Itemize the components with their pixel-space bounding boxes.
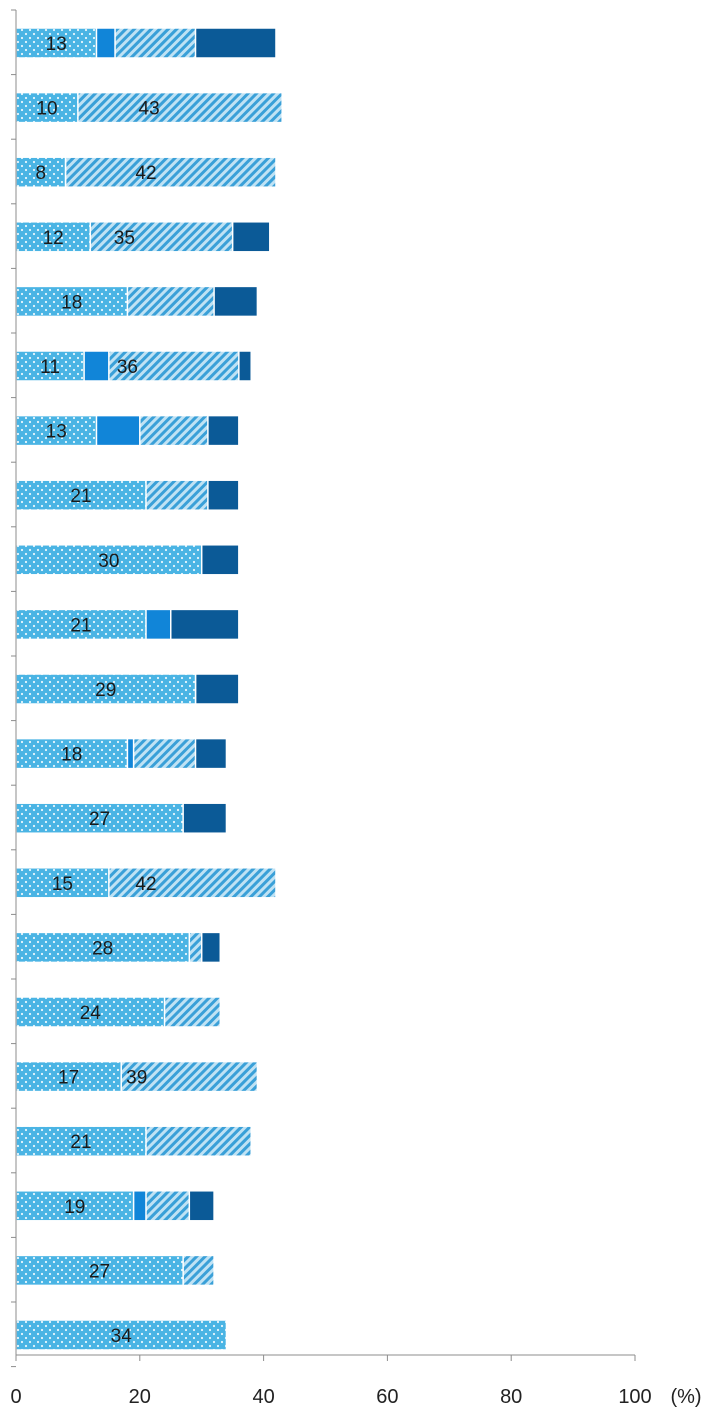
bar-segment-row18-series4 [15, 1125, 147, 1157]
bar-value-label-row7-series4: 13 [46, 422, 67, 443]
bar-segment-row21-series4 [15, 1319, 228, 1351]
bar-value-label-row4-series4: 12 [43, 228, 64, 249]
bar-value-label-row4-series2: 35 [114, 228, 135, 249]
x-axis-unit-label: (%) [670, 1386, 701, 1408]
bar-segment-row17-series4 [15, 1060, 122, 1093]
bar-value-label-row17-series4: 17 [58, 1068, 79, 1089]
x-tick-label-80: 80 [500, 1386, 522, 1408]
x-tick-label-40: 40 [252, 1386, 274, 1408]
x-axis-ticks: 0 20 40 60 80 100 [10, 1386, 651, 1408]
bar-segment-row10-series4 [15, 608, 147, 641]
x-tick-label-20: 20 [129, 1386, 151, 1408]
bar-segment-row1-series4 [15, 27, 98, 59]
bar-value-label-row3-series4: 8 [35, 163, 46, 184]
bar-value-label-row1-series4: 13 [46, 34, 67, 55]
bar-value-label-row16-series4: 24 [80, 1003, 102, 1024]
axes [11, 9, 636, 1368]
bar-segment-row19-series4 [15, 1190, 135, 1222]
bar-value-label-row13-series4: 27 [89, 809, 110, 830]
bar-value-label-row14-series2: 42 [135, 874, 156, 895]
bar-value-label-row5-series4: 18 [61, 292, 82, 313]
bar-segment-row15-series4 [15, 931, 191, 964]
x-tick-label-60: 60 [376, 1386, 398, 1408]
x-tick-label-0: 0 [10, 1386, 21, 1408]
bar-segment-row11-series4 [15, 673, 197, 705]
x-tick-label-100: 100 [618, 1386, 651, 1408]
bar-value-label-row20-series4: 27 [89, 1261, 110, 1282]
bar-value-label-row18-series4: 21 [70, 1132, 91, 1153]
bar-segment-row8-series4 [15, 479, 147, 511]
bar-value-label-row11-series4: 29 [95, 680, 116, 701]
bar-value-label-row21-series4: 34 [111, 1326, 133, 1347]
bar-segment-row20-series4 [15, 1254, 184, 1287]
bar-value-label-row8-series4: 21 [70, 486, 91, 507]
bar-rows: 4229161342435104242884135121239321118383… [15, 27, 283, 1351]
bar-value-label-row14-series4: 15 [52, 874, 73, 895]
bar-segment-row2-series4 [15, 91, 79, 124]
bar-value-label-row15-series4: 28 [92, 938, 113, 959]
bar-value-label-row9-series4: 30 [98, 551, 119, 572]
bar-value-label-row19-series4: 19 [64, 1197, 85, 1218]
bar-value-label-row12-series4: 18 [61, 745, 82, 766]
bar-value-label-row6-series2: 36 [117, 357, 138, 378]
bar-value-label-row2-series4: 10 [36, 99, 57, 120]
bar-segment-row14-series4 [15, 867, 110, 899]
bar-segment-row3-series4 [15, 156, 67, 188]
bar-value-label-row6-series4: 11 [40, 357, 60, 378]
bar-value-label-row17-series2: 39 [126, 1068, 147, 1089]
bar-segment-row4-series4 [15, 221, 92, 253]
bar-value-label-row2-series2: 43 [139, 99, 160, 120]
bar-segment-row9-series4 [15, 544, 203, 576]
bar-value-label-row10-series4: 21 [70, 615, 91, 636]
bar-value-label-row3-series2: 42 [135, 163, 156, 184]
